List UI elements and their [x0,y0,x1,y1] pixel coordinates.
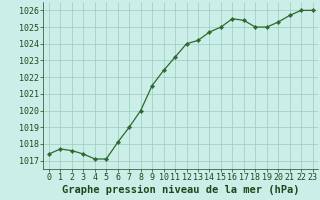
X-axis label: Graphe pression niveau de la mer (hPa): Graphe pression niveau de la mer (hPa) [62,185,300,195]
